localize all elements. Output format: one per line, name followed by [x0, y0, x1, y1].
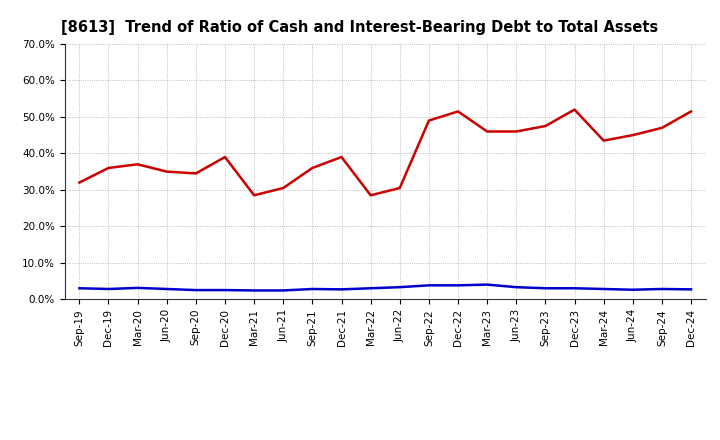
Cash — [657, 125, 666, 131]
Cash — [454, 109, 462, 114]
Interest-Bearing Debt — [483, 282, 492, 287]
Interest-Bearing Debt — [366, 286, 375, 291]
Cash — [512, 129, 521, 134]
Cash — [308, 165, 317, 171]
Interest-Bearing Debt — [541, 286, 550, 291]
Interest-Bearing Debt — [425, 283, 433, 288]
Interest-Bearing Debt — [308, 286, 317, 292]
Interest-Bearing Debt — [454, 283, 462, 288]
Cash — [425, 118, 433, 123]
Cash — [192, 171, 200, 176]
Legend: Cash, Interest-Bearing Debt: Cash, Interest-Bearing Debt — [250, 438, 521, 440]
Cash — [483, 129, 492, 134]
Cash — [279, 185, 287, 191]
Cash — [220, 154, 229, 160]
Cash — [337, 154, 346, 160]
Cash — [104, 165, 113, 171]
Interest-Bearing Debt — [133, 285, 142, 290]
Interest-Bearing Debt — [337, 287, 346, 292]
Interest-Bearing Debt — [279, 288, 287, 293]
Cash — [687, 109, 696, 114]
Interest-Bearing Debt — [395, 285, 404, 290]
Cash — [629, 132, 637, 138]
Cash — [163, 169, 171, 174]
Interest-Bearing Debt — [104, 286, 113, 292]
Interest-Bearing Debt — [599, 286, 608, 292]
Line: Interest-Bearing Debt: Interest-Bearing Debt — [79, 285, 691, 290]
Cash — [366, 193, 375, 198]
Interest-Bearing Debt — [512, 285, 521, 290]
Cash — [599, 138, 608, 143]
Text: [8613]  Trend of Ratio of Cash and Interest-Bearing Debt to Total Assets: [8613] Trend of Ratio of Cash and Intere… — [61, 20, 659, 35]
Cash — [250, 193, 258, 198]
Interest-Bearing Debt — [687, 287, 696, 292]
Interest-Bearing Debt — [163, 286, 171, 292]
Interest-Bearing Debt — [657, 286, 666, 292]
Interest-Bearing Debt — [75, 286, 84, 291]
Cash — [570, 107, 579, 112]
Cash — [395, 185, 404, 191]
Cash — [541, 123, 550, 128]
Cash — [75, 180, 84, 185]
Interest-Bearing Debt — [192, 287, 200, 293]
Line: Cash: Cash — [79, 110, 691, 195]
Interest-Bearing Debt — [629, 287, 637, 292]
Cash — [133, 161, 142, 167]
Interest-Bearing Debt — [220, 287, 229, 293]
Interest-Bearing Debt — [570, 286, 579, 291]
Interest-Bearing Debt — [250, 288, 258, 293]
